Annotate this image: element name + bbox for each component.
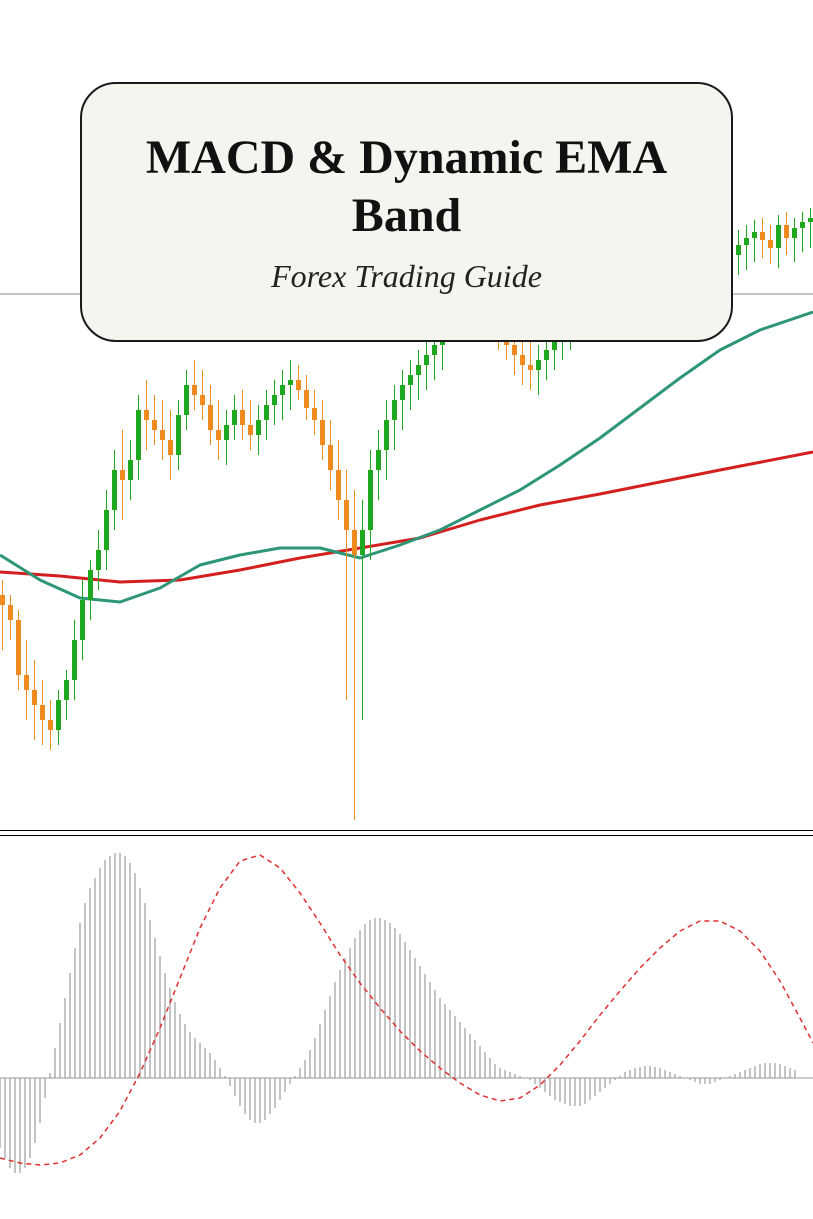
title-main: MACD & Dynamic EMA Band	[122, 129, 691, 244]
macd-chart	[0, 833, 813, 1219]
title-box: MACD & Dynamic EMA Band Forex Trading Gu…	[80, 82, 733, 342]
title-sub: Forex Trading Guide	[271, 258, 542, 295]
chart-divider	[0, 830, 813, 837]
